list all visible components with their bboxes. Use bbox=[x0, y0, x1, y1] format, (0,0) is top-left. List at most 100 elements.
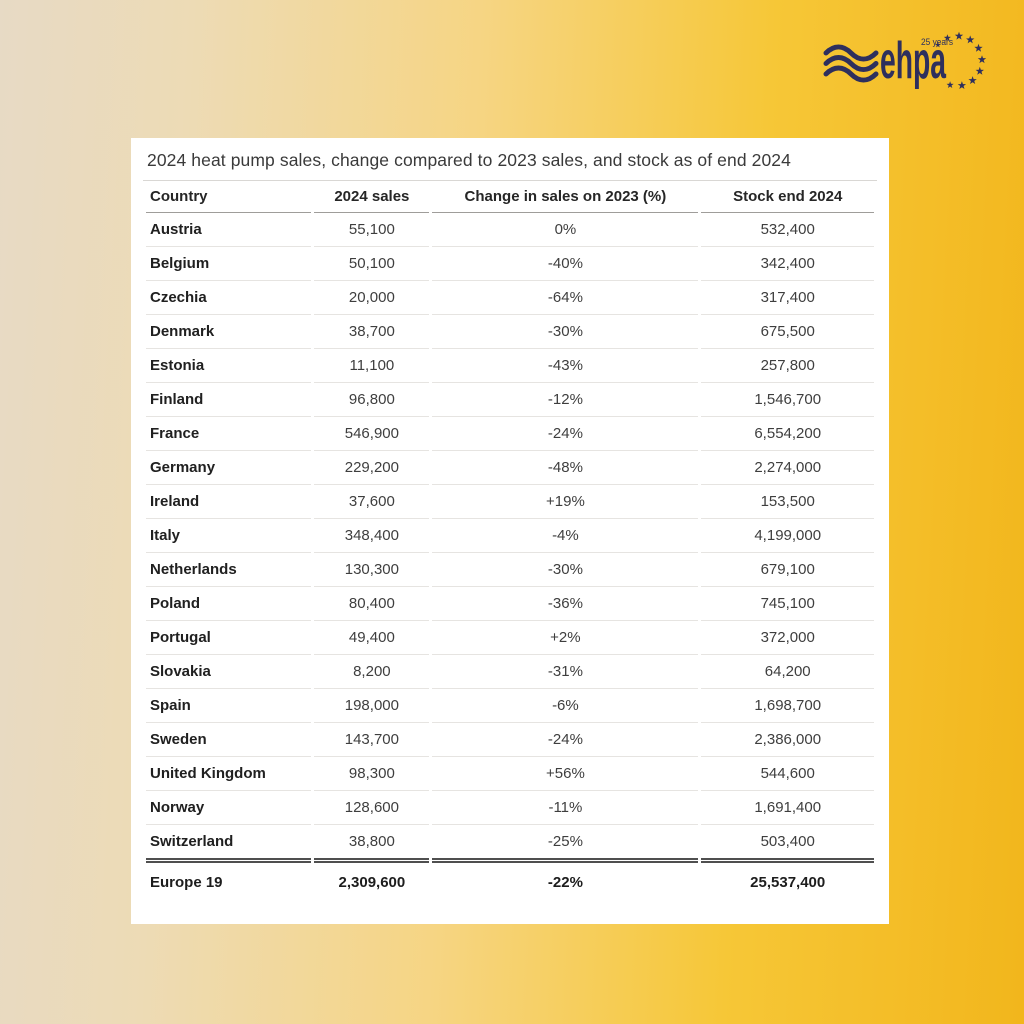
value-cell: 37,600 bbox=[314, 485, 430, 519]
country-cell: Spain bbox=[146, 689, 312, 723]
table-row: Finland 96,800 -12% 1,546,700 bbox=[146, 383, 874, 417]
table-row: Ireland 37,600 +19% 153,500 bbox=[146, 485, 874, 519]
value-cell: 1,691,400 bbox=[701, 791, 874, 825]
country-cell: Denmark bbox=[146, 315, 312, 349]
country-cell: Switzerland bbox=[146, 825, 312, 863]
value-cell: 1,698,700 bbox=[701, 689, 874, 723]
country-cell: Austria bbox=[146, 213, 312, 247]
country-cell: Norway bbox=[146, 791, 312, 825]
country-cell: Poland bbox=[146, 587, 312, 621]
country-cell: Belgium bbox=[146, 247, 312, 281]
value-cell: 8,200 bbox=[314, 655, 430, 689]
column-header-change: Change in sales on 2023 (%) bbox=[432, 181, 699, 213]
value-cell: -24% bbox=[432, 417, 699, 451]
value-cell: 229,200 bbox=[314, 451, 430, 485]
total-label-cell: Europe 19 bbox=[150, 874, 223, 891]
value-cell: 317,400 bbox=[701, 281, 874, 315]
country-cell: Ireland bbox=[146, 485, 312, 519]
country-cell: Netherlands bbox=[146, 553, 312, 587]
table-row: Denmark 38,700 -30% 675,500 bbox=[146, 315, 874, 349]
country-cell: Italy bbox=[146, 519, 312, 553]
value-cell: 675,500 bbox=[701, 315, 874, 349]
ehpa-logo: ehpa 25 years bbox=[823, 31, 987, 90]
value-cell: 544,600 bbox=[701, 757, 874, 791]
value-cell: 55,100 bbox=[314, 213, 430, 247]
value-cell: 1,546,700 bbox=[701, 383, 874, 417]
ehpa-waves-icon bbox=[823, 44, 879, 83]
value-cell: -40% bbox=[432, 247, 699, 281]
value-cell: -4% bbox=[432, 519, 699, 553]
value-cell: 372,000 bbox=[701, 621, 874, 655]
table-row: Portugal 49,400 +2% 372,000 bbox=[146, 621, 874, 655]
ehpa-brand-text: ehpa bbox=[880, 32, 947, 90]
value-cell: 503,400 bbox=[701, 825, 874, 863]
value-cell: -25% bbox=[432, 825, 699, 863]
value-cell: 64,200 bbox=[701, 655, 874, 689]
value-cell: 98,300 bbox=[314, 757, 430, 791]
country-cell: Germany bbox=[146, 451, 312, 485]
country-cell: France bbox=[146, 417, 312, 451]
country-cell: Portugal bbox=[146, 621, 312, 655]
value-cell: 49,400 bbox=[314, 621, 430, 655]
value-cell: -6% bbox=[432, 689, 699, 723]
value-cell: 143,700 bbox=[314, 723, 430, 757]
value-cell: 2,386,000 bbox=[701, 723, 874, 757]
country-cell: Estonia bbox=[146, 349, 312, 383]
value-cell: +19% bbox=[432, 485, 699, 519]
country-cell: Czechia bbox=[146, 281, 312, 315]
value-cell: 11,100 bbox=[314, 349, 430, 383]
ehpa-25-years-badge: 25 years bbox=[921, 37, 953, 47]
country-cell: Slovakia bbox=[146, 655, 312, 689]
value-cell: 679,100 bbox=[701, 553, 874, 587]
value-cell: 6,554,200 bbox=[701, 417, 874, 451]
country-cell: United Kingdom bbox=[146, 757, 312, 791]
value-cell: -12% bbox=[432, 383, 699, 417]
table-row: Switzerland 38,800 -25% 503,400 bbox=[146, 825, 874, 863]
column-header-country: Country bbox=[146, 181, 312, 213]
value-cell: -11% bbox=[432, 791, 699, 825]
table-row: Spain 198,000 -6% 1,698,700 bbox=[146, 689, 874, 723]
value-cell: -30% bbox=[432, 553, 699, 587]
table-row: Estonia 11,100 -43% 257,800 bbox=[146, 349, 874, 383]
table-row: Sweden 143,700 -24% 2,386,000 bbox=[146, 723, 874, 757]
table-row: Poland 80,400 -36% 745,100 bbox=[146, 587, 874, 621]
country-cell: Finland bbox=[146, 383, 312, 417]
value-cell: 745,100 bbox=[701, 587, 874, 621]
table-row: Germany 229,200 -48% 2,274,000 bbox=[146, 451, 874, 485]
value-cell: +56% bbox=[432, 757, 699, 791]
value-cell: 80,400 bbox=[314, 587, 430, 621]
table-row: France 546,900 -24% 6,554,200 bbox=[146, 417, 874, 451]
value-cell: 257,800 bbox=[701, 349, 874, 383]
data-table-card: 2024 heat pump sales, change compared to… bbox=[131, 138, 889, 924]
value-cell: -30% bbox=[432, 315, 699, 349]
value-cell: 198,000 bbox=[314, 689, 430, 723]
sales-table: Country 2024 sales Change in sales on 20… bbox=[143, 181, 877, 903]
total-change-cell: -22% bbox=[547, 874, 583, 891]
value-cell: -43% bbox=[432, 349, 699, 383]
value-cell: 0% bbox=[432, 213, 699, 247]
value-cell: 38,800 bbox=[314, 825, 430, 863]
value-cell: 348,400 bbox=[314, 519, 430, 553]
value-cell: 2,274,000 bbox=[701, 451, 874, 485]
value-cell: 546,900 bbox=[314, 417, 430, 451]
value-cell: -36% bbox=[432, 587, 699, 621]
value-cell: 4,199,000 bbox=[701, 519, 874, 553]
value-cell: 128,600 bbox=[314, 791, 430, 825]
value-cell: -64% bbox=[432, 281, 699, 315]
value-cell: 96,800 bbox=[314, 383, 430, 417]
value-cell: 50,100 bbox=[314, 247, 430, 281]
total-row: Europe 19 2,309,600 -22% 25,537,400 bbox=[146, 863, 874, 903]
total-stock-cell: 25,537,400 bbox=[750, 874, 826, 891]
table-title: 2024 heat pump sales, change compared to… bbox=[143, 144, 877, 181]
table-row: Netherlands 130,300 -30% 679,100 bbox=[146, 553, 874, 587]
value-cell: -24% bbox=[432, 723, 699, 757]
value-cell: 342,400 bbox=[701, 247, 874, 281]
table-body: Austria 55,100 0% 532,400 Belgium 50,100 -40% 3… bbox=[146, 213, 874, 903]
table-row: Austria 55,100 0% 532,400 bbox=[146, 213, 874, 247]
value-cell: 38,700 bbox=[314, 315, 430, 349]
column-header-2024-sales: 2024 sales bbox=[314, 181, 430, 213]
table-row: Slovakia 8,200 -31% 64,200 bbox=[146, 655, 874, 689]
table-row: Italy 348,400 -4% 4,199,000 bbox=[146, 519, 874, 553]
value-cell: -48% bbox=[432, 451, 699, 485]
table-row: Czechia 20,000 -64% 317,400 bbox=[146, 281, 874, 315]
